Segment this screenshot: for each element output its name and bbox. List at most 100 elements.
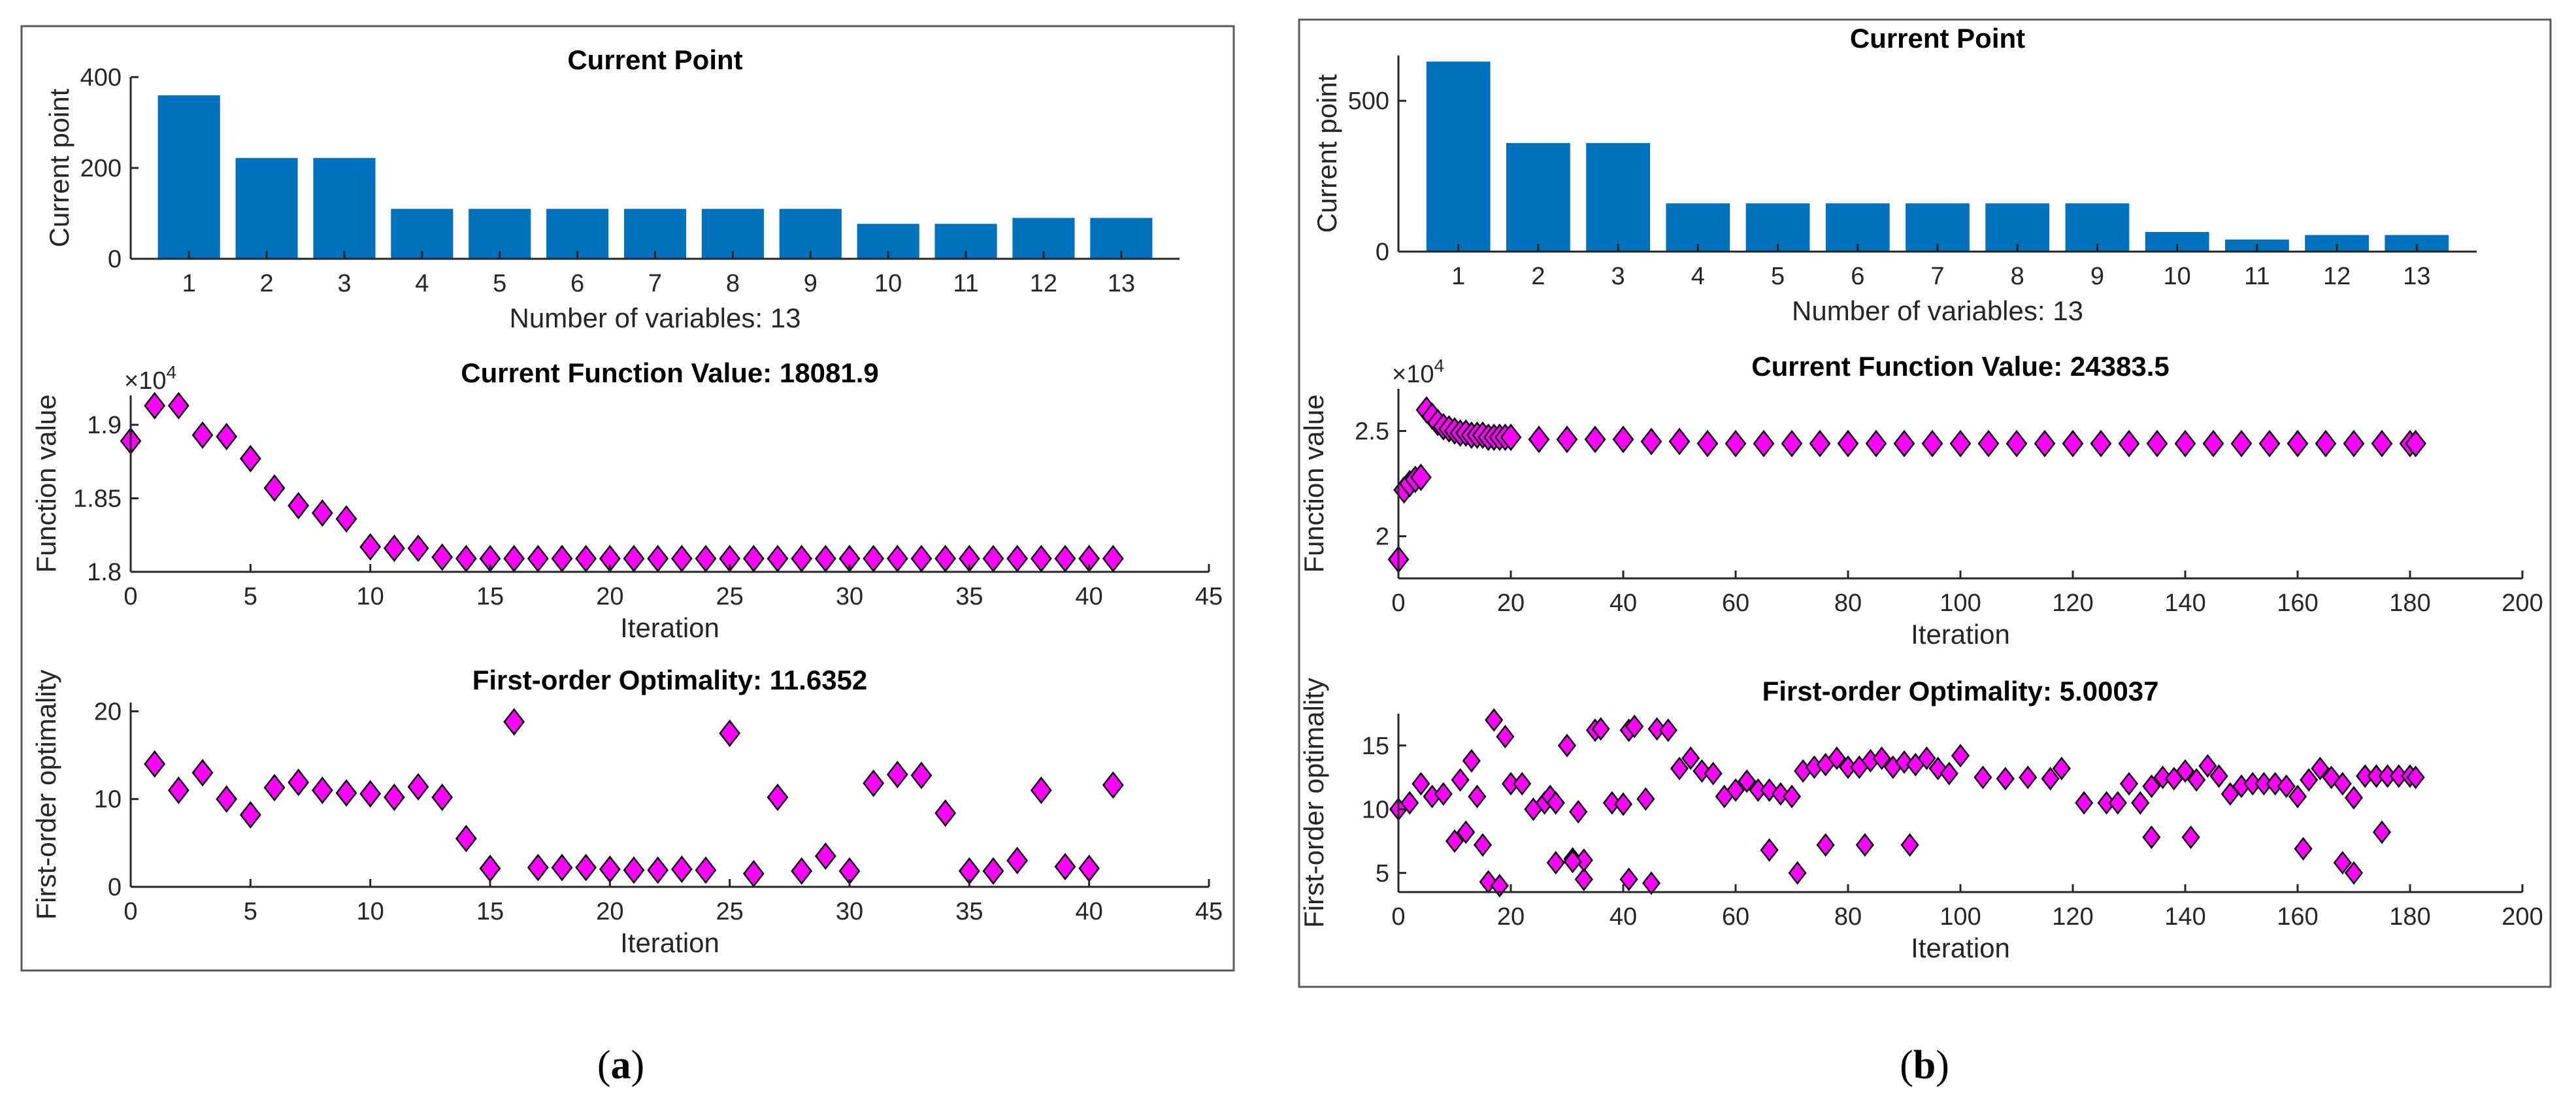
panel-b-plot3-point bbox=[1412, 772, 1430, 796]
panel-b-plot2-point bbox=[2287, 429, 2309, 457]
panel-a-label: (a) bbox=[597, 1043, 644, 1087]
panel-a-plot2-x-tick-label: 30 bbox=[836, 583, 863, 610]
panel-b-plot2-exponent-base: ×10 bbox=[1392, 361, 1434, 388]
panel-a-plot2-point bbox=[335, 505, 357, 533]
panel-a-plot3-point bbox=[695, 856, 717, 884]
panel-b-plot2-x-tick-label: 100 bbox=[1940, 589, 1981, 617]
panel-a-plot2-y-tick-label: 1.85 bbox=[73, 486, 122, 513]
panel-b-plot1-bar bbox=[1985, 203, 2050, 252]
panel-a-plot3-point bbox=[863, 769, 885, 797]
panel-b-plot3-point bbox=[1704, 761, 1723, 786]
panel-b-plot3-x-tick-label: 160 bbox=[2277, 903, 2318, 931]
panel-b-plot3-point bbox=[1434, 782, 1453, 806]
panel-a-plot1-x-tick-label: 9 bbox=[804, 270, 817, 297]
panel-b-plot1-bar bbox=[1506, 142, 1570, 252]
panel-b-plot3-point bbox=[1659, 718, 1677, 742]
panel-b-plot3-point bbox=[1557, 733, 1577, 757]
panel-b-plot2-point bbox=[2062, 429, 2084, 457]
panel-b-plot2-point bbox=[1528, 425, 1550, 454]
panel-b-plot3-point bbox=[1457, 820, 1476, 844]
panel-b-plot3-point bbox=[2406, 765, 2425, 789]
panel-b-plot3-point bbox=[2052, 756, 2071, 780]
panel-b-plot3-x-tick-label: 200 bbox=[2502, 903, 2543, 931]
panel-a-plot1-bar bbox=[469, 208, 531, 259]
panel-b-plot2-point bbox=[2202, 429, 2224, 457]
panel-a-plot2-point bbox=[383, 534, 405, 563]
panel-a-plot2-x-tick-label: 0 bbox=[124, 583, 137, 610]
panel-a-plot1-x-tick-label: 12 bbox=[1030, 270, 1057, 297]
panel-a-letter: a bbox=[611, 1043, 631, 1087]
panel-b-plot3-y-tick-label: 10 bbox=[1362, 796, 1389, 823]
panel-a-plot1-y-label: Current point bbox=[44, 88, 74, 247]
panel-a-plot2-y-tick-label: 1.8 bbox=[87, 559, 122, 586]
panel-a-plot3-point bbox=[191, 759, 214, 787]
panel-a-plot2-y-tick-label: 1.9 bbox=[87, 412, 122, 439]
panel-b-plot3-point bbox=[1788, 861, 1807, 885]
panel-a-plot3-point bbox=[910, 761, 933, 789]
panel-b-plot2-x-tick-label: 160 bbox=[2277, 589, 2318, 617]
panel-a-plot3-x-tick-label: 40 bbox=[1076, 898, 1103, 925]
panel-b-plot3-point bbox=[1917, 746, 1936, 771]
panel-b-plot2-point bbox=[1949, 429, 1972, 457]
panel-b-plot2-y-tick-label: 2.5 bbox=[1355, 418, 1389, 445]
panel-b-plot1-x-tick-label: 13 bbox=[2403, 263, 2430, 290]
panel-b-plot3-point bbox=[1602, 791, 1621, 815]
panel-b-plot3-point bbox=[2142, 774, 2161, 799]
panel-b-plot3-y-tick-label: 15 bbox=[1362, 733, 1389, 760]
panel-b-plot3-point bbox=[1513, 772, 1532, 796]
panel-a-plot3-title: First-order Optimality: 11.6352 bbox=[472, 665, 868, 695]
panel-a-plot3-point bbox=[263, 774, 286, 802]
panel-a-subplot-3: 0 5 10 15 20 25 30 35 40 4501020IterationFirst-or… bbox=[31, 665, 1223, 958]
panel-b-plot2-point bbox=[1893, 429, 1915, 457]
panel-a-plot1-bar bbox=[235, 158, 298, 259]
panel-b-plot2-point bbox=[1725, 429, 1747, 457]
panel-b-plot3-point bbox=[2294, 837, 2313, 861]
panel-b-plot3-point bbox=[1625, 714, 1644, 738]
panel-b-plot3-x-tick-label: 0 bbox=[1391, 903, 1405, 931]
panel-b-plot1-bar bbox=[1906, 203, 1970, 252]
panel-b-plot2-title: Current Function Value: 24383.5 bbox=[1751, 351, 2170, 382]
panel-a-plot1-x-tick-label: 8 bbox=[726, 270, 740, 297]
panel-b-plot2-point bbox=[1696, 429, 1719, 457]
panel-a-plot1-bar bbox=[623, 208, 687, 259]
panel-b-plot2-point bbox=[1809, 429, 1831, 457]
panel-b-plot2-point bbox=[1977, 429, 2000, 457]
panel-a-plot3-x-tick-label: 30 bbox=[836, 898, 863, 925]
panel-a-plot3-point bbox=[167, 776, 190, 804]
panel-a-plot2-x-tick-label: 45 bbox=[1195, 583, 1223, 610]
panel-a-plot1-x-tick-label: 13 bbox=[1108, 270, 1135, 297]
panel-a-plot2-x-tick-label: 15 bbox=[476, 583, 504, 610]
panel-b-plot2-point bbox=[2118, 429, 2140, 457]
panel-b-plot3-point bbox=[1816, 833, 1835, 857]
panel-b-plot3-x-tick-label: 60 bbox=[1722, 903, 1749, 931]
panel-b-plot2-point bbox=[2146, 429, 2168, 457]
panel-b-plot1-bar bbox=[2065, 203, 2130, 252]
panel-a-plot3-point bbox=[1054, 853, 1076, 881]
panel-a-plot2-title: Current Function Value: 18081.9 bbox=[461, 357, 879, 388]
panel-a-plot1-title: Current Point bbox=[567, 44, 742, 75]
panel-a-plot3-point bbox=[982, 857, 1004, 885]
panel-a-plot2-x-tick-label: 5 bbox=[244, 583, 257, 610]
panel-b-plot1-x-tick-label: 7 bbox=[1930, 263, 1944, 290]
panel-a-plot2-point bbox=[167, 391, 190, 420]
panel-b-plot1-x-tick-label: 6 bbox=[1851, 263, 1864, 290]
panel-a-plot2-x-tick-label: 35 bbox=[955, 583, 983, 610]
panel-a-plot3-point bbox=[551, 854, 573, 882]
panel-b-plot2-x-tick-label: 120 bbox=[2052, 589, 2093, 617]
panel-b-plot3-point bbox=[1642, 871, 1661, 895]
panel-a-plot2-point bbox=[311, 499, 333, 527]
panel-b-plot3-point bbox=[1451, 768, 1470, 792]
panel-b-plot2-point bbox=[2230, 429, 2253, 457]
panel-a-plot1-bar bbox=[313, 158, 376, 259]
panel-b-plot3-y-label: First-order optimality bbox=[1298, 678, 1329, 928]
panel-b-plot3-point bbox=[2333, 851, 2352, 875]
panel-b-plot3-point bbox=[1485, 708, 1504, 732]
panel-b-plot3-point bbox=[1569, 800, 1588, 824]
panel-b-plot2-point bbox=[2258, 429, 2281, 457]
panel-b-plot1-bar bbox=[1426, 61, 1491, 252]
panel-a-frame bbox=[20, 25, 1235, 972]
panel-a-plot2-exponent-power: 4 bbox=[166, 362, 176, 382]
panel-b-plot1-bar bbox=[1666, 203, 1730, 252]
